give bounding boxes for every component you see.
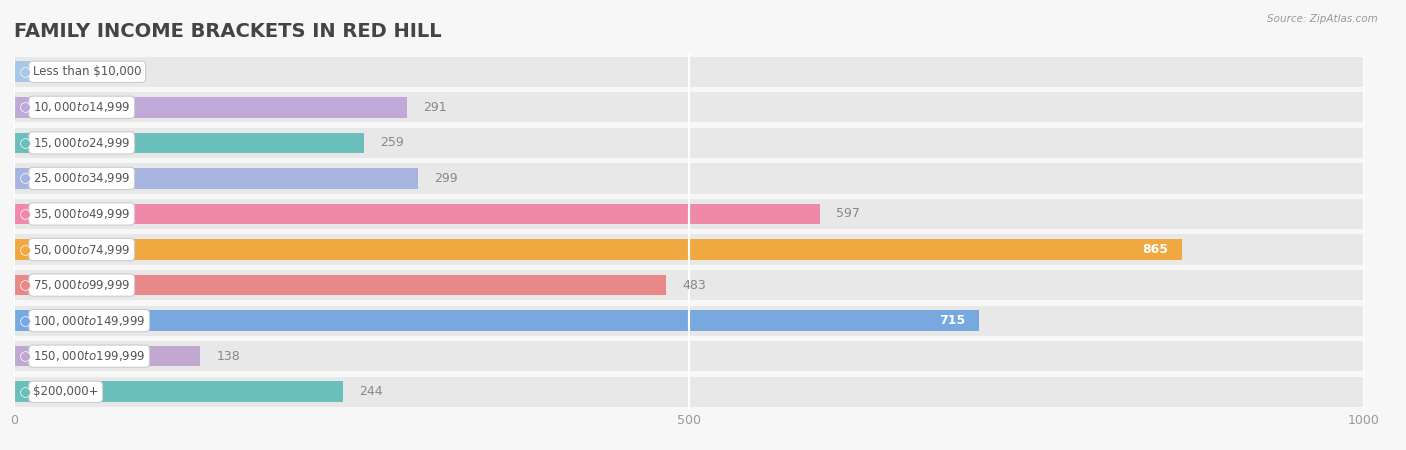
Text: $200,000+: $200,000+	[32, 385, 98, 398]
Bar	[14, 382, 343, 402]
Text: $15,000 to $24,999: $15,000 to $24,999	[32, 136, 131, 150]
Bar	[14, 168, 418, 189]
Bar	[14, 310, 979, 331]
Bar	[14, 341, 1364, 371]
Bar	[14, 163, 1364, 194]
Text: $10,000 to $14,999: $10,000 to $14,999	[32, 100, 131, 114]
Text: $25,000 to $34,999: $25,000 to $34,999	[32, 171, 131, 185]
Bar	[14, 128, 1364, 158]
Bar	[14, 57, 1364, 87]
Text: 299: 299	[434, 172, 457, 185]
Text: $150,000 to $199,999: $150,000 to $199,999	[32, 349, 145, 363]
Bar	[14, 234, 1364, 265]
Bar	[14, 133, 364, 153]
Text: 291: 291	[423, 101, 447, 114]
Bar	[14, 199, 1364, 229]
Text: 39: 39	[83, 65, 98, 78]
Text: 259: 259	[380, 136, 404, 149]
Text: 138: 138	[217, 350, 240, 363]
Bar	[14, 270, 1364, 300]
Text: FAMILY INCOME BRACKETS IN RED HILL: FAMILY INCOME BRACKETS IN RED HILL	[14, 22, 441, 41]
Text: $75,000 to $99,999: $75,000 to $99,999	[32, 278, 131, 292]
Text: 865: 865	[1142, 243, 1168, 256]
Text: 244: 244	[360, 385, 384, 398]
Text: $35,000 to $49,999: $35,000 to $49,999	[32, 207, 131, 221]
Text: Less than $10,000: Less than $10,000	[32, 65, 142, 78]
Text: 715: 715	[939, 314, 966, 327]
Bar	[14, 239, 1181, 260]
Bar	[14, 92, 1364, 122]
Bar	[14, 62, 66, 82]
Bar	[14, 275, 666, 295]
Text: 483: 483	[682, 279, 706, 292]
Text: Source: ZipAtlas.com: Source: ZipAtlas.com	[1267, 14, 1378, 23]
Bar	[14, 377, 1364, 407]
Text: $100,000 to $149,999: $100,000 to $149,999	[32, 314, 145, 328]
Bar	[14, 346, 200, 366]
Text: $50,000 to $74,999: $50,000 to $74,999	[32, 243, 131, 256]
Bar	[14, 306, 1364, 336]
Bar	[14, 204, 820, 224]
Text: 597: 597	[837, 207, 860, 220]
Bar	[14, 97, 406, 117]
